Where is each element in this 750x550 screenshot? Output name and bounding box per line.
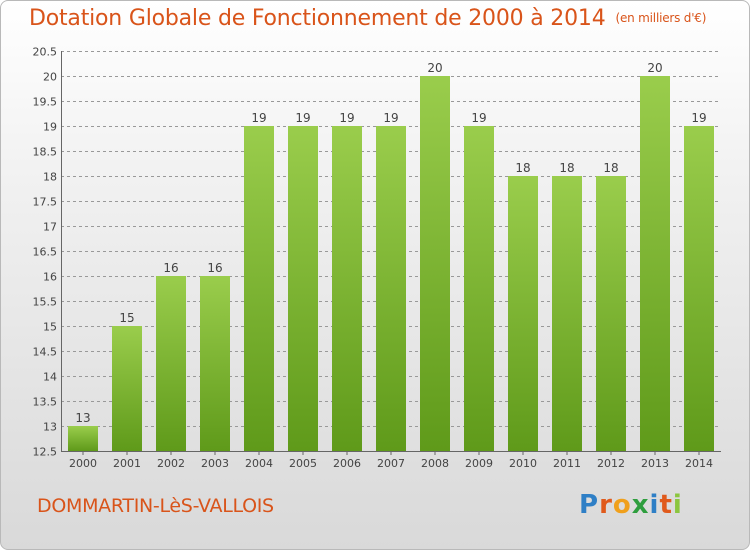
city-name: DOMMARTIN-LèS-VALLOIS [37, 495, 274, 517]
title-text: Dotation Globale de Fonctionnement de 20… [29, 6, 606, 31]
bar [420, 76, 450, 451]
bar [376, 126, 406, 451]
bar [332, 126, 362, 451]
data-label: 18 [515, 161, 530, 175]
x-tick-label: 2009 [465, 457, 493, 470]
y-tick-label: 13.5 [33, 396, 58, 409]
y-tick-label: 16.5 [33, 246, 58, 259]
x-tick-label: 2011 [553, 457, 581, 470]
data-label: 20 [427, 61, 442, 75]
data-label: 18 [559, 161, 574, 175]
y-tick-label: 18 [43, 171, 57, 184]
bar [244, 126, 274, 451]
bar [200, 276, 230, 451]
data-label: 19 [471, 111, 486, 125]
x-tick-label: 2013 [641, 457, 669, 470]
x-tick-label: 2001 [113, 457, 141, 470]
y-tick-label: 14 [43, 371, 57, 384]
y-tick-label: 14.5 [33, 346, 58, 359]
proxiti-logo: Proxiti [579, 490, 683, 520]
bar [596, 176, 626, 451]
y-tick-label: 17.5 [33, 196, 58, 209]
logo-letter: i [672, 490, 683, 520]
x-tick-label: 2003 [201, 457, 229, 470]
x-tick-label: 2012 [597, 457, 625, 470]
data-label: 15 [119, 311, 134, 325]
data-label: 19 [339, 111, 354, 125]
logo-letter: i [649, 490, 660, 520]
data-label: 18 [603, 161, 618, 175]
x-tick-label: 2000 [69, 457, 97, 470]
data-label: 19 [295, 111, 310, 125]
x-tick-label: 2007 [377, 457, 405, 470]
bar [552, 176, 582, 451]
bar [156, 276, 186, 451]
logo-letter: P [579, 490, 600, 520]
x-tick-label: 2004 [245, 457, 273, 470]
bar [288, 126, 318, 451]
y-tick-label: 13 [43, 421, 57, 434]
y-tick-label: 17 [43, 221, 57, 234]
data-label: 16 [163, 261, 178, 275]
x-tick-label: 2008 [421, 457, 449, 470]
bar [112, 326, 142, 451]
bar [684, 126, 714, 451]
y-tick-label: 18.5 [33, 146, 58, 159]
logo-letter: x [631, 490, 650, 520]
y-tick-label: 19 [43, 121, 57, 134]
data-label: 16 [207, 261, 222, 275]
x-tick-label: 2005 [289, 457, 317, 470]
logo-letter: r [599, 490, 613, 520]
bar [68, 426, 98, 451]
x-tick-label: 2014 [685, 457, 713, 470]
x-tick-label: 2010 [509, 457, 537, 470]
logo-letter: o [612, 490, 632, 520]
bar [640, 76, 670, 451]
bar [508, 176, 538, 451]
chart-title: Dotation Globale de Fonctionnement de 20… [29, 6, 706, 31]
x-tick-label: 2002 [157, 457, 185, 470]
logo-letter: t [659, 490, 673, 520]
y-tick-label: 16 [43, 271, 57, 284]
data-label: 19 [691, 111, 706, 125]
bar [464, 126, 494, 451]
data-label: 19 [383, 111, 398, 125]
y-tick-label: 12.5 [33, 446, 58, 459]
x-tick-label: 2006 [333, 457, 361, 470]
y-tick-label: 15 [43, 321, 57, 334]
y-tick-label: 20 [43, 71, 57, 84]
data-label: 13 [75, 411, 90, 425]
data-label: 19 [251, 111, 266, 125]
chart-subtitle: (en milliers d'€) [615, 11, 707, 25]
data-label: 20 [647, 61, 662, 75]
y-tick-label: 19.5 [33, 96, 58, 109]
y-tick-label: 20.5 [33, 46, 58, 59]
y-tick-label: 15.5 [33, 296, 58, 309]
